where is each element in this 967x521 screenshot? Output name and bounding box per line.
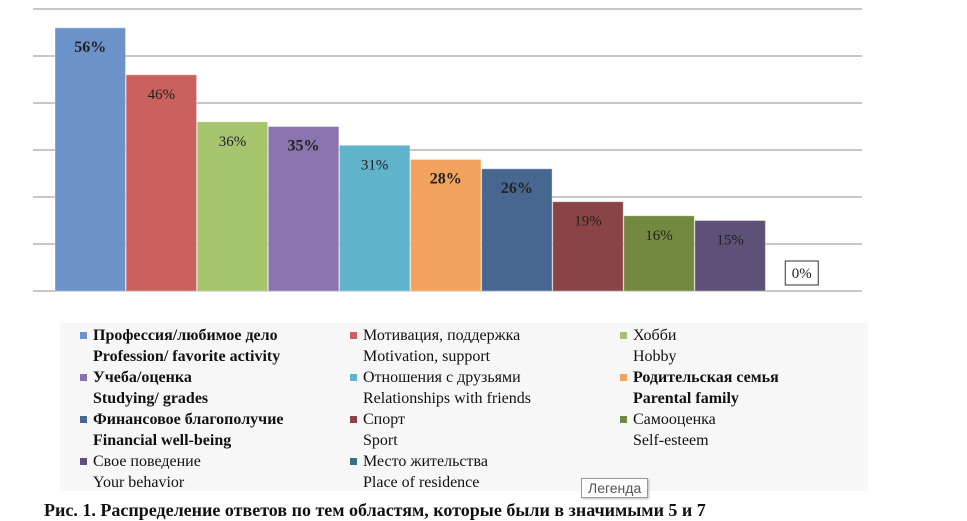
legend-label-ru: Место жительства [363,453,488,470]
legend-entry: Финансовое благополучие Financial well-be… [80,409,353,451]
legend-label-en: Your behavior [93,474,185,491]
legend-label-en: Financial well-being [93,432,232,449]
legend-tooltip: Легенда [581,478,649,498]
bar [196,121,269,292]
bar [552,201,624,292]
bar [694,220,766,292]
legend-label-en: Place of residence [363,474,480,491]
data-label: 46% [148,87,176,103]
legend-entry: Место жительства Place of residence [350,451,623,493]
legend-marker [620,374,627,381]
legend-entry: Мотивация, поддержка Motivation, support [350,325,623,367]
legend-entry: Родительская семья Parental family [620,367,893,409]
data-label-zero: 0% [784,260,819,286]
data-label: 35% [288,138,320,155]
data-label: 28% [430,170,462,187]
legend-label-ru: Профессия/любимое дело [93,327,278,344]
legend-label-en: Motivation, support [363,348,491,365]
data-label: 16% [645,228,673,244]
legend-label-en: Parental family [633,390,739,407]
bar [338,144,411,292]
data-label: 26% [501,180,533,197]
bar [410,158,482,292]
legend-entry: Учеба/оценка Studying/ grades [80,367,353,409]
legend-marker [80,416,87,423]
data-label: 36% [219,134,247,150]
legend-label-en: Sport [363,432,398,449]
bar [54,27,126,292]
legend-entry: Спорт Sport [350,409,623,451]
legend-entry: Свое поведение Your behavior [80,451,353,493]
legend-label-en: Relationships with friends [363,390,531,407]
legend-label-ru: Отношения с друзьями [363,369,521,386]
legend-label-ru: Спорт [363,411,406,428]
legend-marker [350,374,357,381]
legend-label-en: Profession/ favorite activity [93,348,281,365]
legend-label-en: Self-esteem [633,432,709,449]
legend-entry: Отношения с друзьями Relationships with f… [350,367,623,409]
legend-label-ru: Мотивация, поддержка [363,327,521,344]
legend-entry: Хобби Hobby [620,325,893,367]
legend-marker [80,458,87,465]
legend-marker [620,332,627,339]
legend-label-ru: Финансовое благополучие [93,411,284,428]
legend-label-ru: Хобби [633,327,677,344]
bar [481,168,553,292]
data-label: 0% [792,266,812,282]
legend-label-ru: Свое поведение [93,453,201,470]
legend-marker [80,374,87,381]
data-label: 56% [74,39,106,56]
bar [267,126,340,292]
legend-entry: Самооценка Self-esteem [620,409,893,451]
legend-entry: Профессия/любимое дело Profession/ favori… [80,325,353,367]
data-label-box [784,260,819,286]
legend-marker [620,416,627,423]
legend-label-ru: Самооценка [633,411,716,428]
legend-marker [350,458,357,465]
legend-label-ru: Учеба/оценка [93,369,192,386]
legend-marker [350,416,357,423]
legend-label-ru: Родительская семья [633,369,779,386]
legend-marker [350,332,357,339]
bar [623,215,695,292]
legend: Профессия/любимое дело Profession/ favori… [60,323,868,491]
data-label: 19% [574,214,602,230]
legend-label-en: Hobby [633,348,677,365]
data-label: 15% [716,233,744,249]
data-label: 31% [361,157,389,173]
legend-marker [80,332,87,339]
chart-plot: 56% 46% 36% 35% 31% 28% 26% 19% 16% 15% 0% [33,8,862,292]
bar [125,74,198,292]
legend-label-en: Studying/ grades [93,390,209,407]
